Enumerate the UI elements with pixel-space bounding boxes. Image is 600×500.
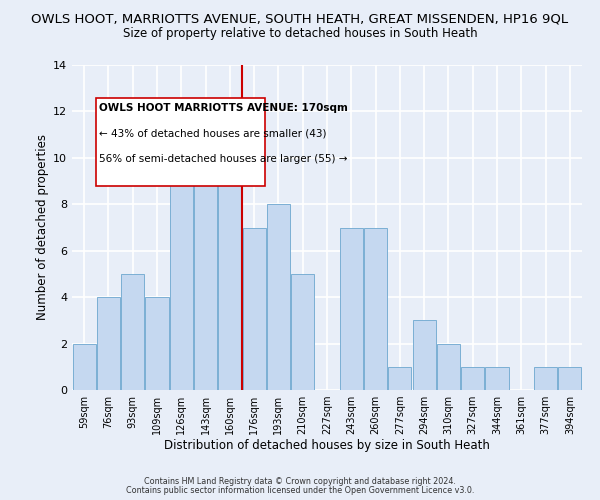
Bar [534, 367, 557, 390]
Bar [291, 274, 314, 390]
Bar [97, 297, 120, 390]
Bar [413, 320, 436, 390]
Bar [170, 112, 193, 390]
Bar [340, 228, 363, 390]
Text: ← 43% of detached houses are smaller (43): ← 43% of detached houses are smaller (43… [99, 129, 326, 139]
Bar [242, 228, 266, 390]
Bar [388, 367, 412, 390]
Text: OWLS HOOT, MARRIOTTS AVENUE, SOUTH HEATH, GREAT MISSENDEN, HP16 9QL: OWLS HOOT, MARRIOTTS AVENUE, SOUTH HEATH… [31, 12, 569, 26]
Text: Contains public sector information licensed under the Open Government Licence v3: Contains public sector information licen… [126, 486, 474, 495]
FancyBboxPatch shape [96, 98, 265, 186]
Bar [364, 228, 387, 390]
Bar [437, 344, 460, 390]
Bar [121, 274, 144, 390]
Bar [145, 297, 169, 390]
Bar [461, 367, 484, 390]
Text: Contains HM Land Registry data © Crown copyright and database right 2024.: Contains HM Land Registry data © Crown c… [144, 477, 456, 486]
X-axis label: Distribution of detached houses by size in South Heath: Distribution of detached houses by size … [164, 438, 490, 452]
Bar [194, 134, 217, 390]
Bar [73, 344, 95, 390]
Text: OWLS HOOT MARRIOTTS AVENUE: 170sqm: OWLS HOOT MARRIOTTS AVENUE: 170sqm [99, 104, 347, 114]
Bar [267, 204, 290, 390]
Bar [559, 367, 581, 390]
Bar [485, 367, 509, 390]
Text: Size of property relative to detached houses in South Heath: Size of property relative to detached ho… [122, 28, 478, 40]
Bar [218, 112, 241, 390]
Y-axis label: Number of detached properties: Number of detached properties [36, 134, 49, 320]
Text: 56% of semi-detached houses are larger (55) →: 56% of semi-detached houses are larger (… [99, 154, 347, 164]
